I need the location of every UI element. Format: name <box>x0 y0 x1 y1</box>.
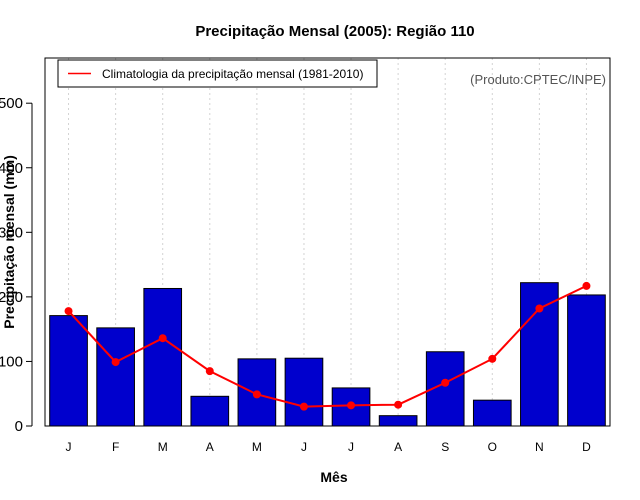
climatology-line <box>64 281 591 411</box>
x-tick-label: J <box>66 440 72 454</box>
x-tick-label: A <box>394 440 402 454</box>
x-tick-label: F <box>112 440 119 454</box>
bar <box>190 395 230 427</box>
y-tick-label: 0 <box>15 418 23 435</box>
climatology-point <box>252 390 261 399</box>
bar <box>520 282 559 427</box>
bar <box>284 357 324 427</box>
chart-title: Precipitação Mensal (2005): Região 110 <box>195 23 474 40</box>
y-tick-label: 400 <box>0 160 23 177</box>
climatology-point <box>488 354 497 363</box>
legend: Climatologia da precipitação mensal (198… <box>57 59 378 88</box>
y-tick-label: 500 <box>0 95 23 112</box>
bar <box>567 294 606 427</box>
climatology-point <box>394 400 403 409</box>
x-tick-label: O <box>488 440 497 454</box>
x-tick-label: M <box>252 440 262 454</box>
climatology-point <box>64 307 73 316</box>
climatology-point <box>441 378 450 387</box>
bar <box>472 399 512 427</box>
climatology-point <box>111 358 120 367</box>
bars <box>49 282 606 427</box>
x-tick-label: S <box>441 440 449 454</box>
x-tick-label: M <box>158 440 168 454</box>
bar <box>143 287 183 427</box>
x-tick-label: J <box>348 440 354 454</box>
climatology-point <box>299 402 308 411</box>
product-credit: (Produto:CPTEC/INPE) <box>470 72 606 87</box>
climatology-point <box>535 304 544 313</box>
climatology-point <box>158 334 167 343</box>
x-tick-label: D <box>582 440 591 454</box>
legend-entry-label: Climatologia da precipitação mensal (198… <box>102 67 363 81</box>
y-axis-title: Precipitação mensal (mm) <box>1 155 17 329</box>
bar <box>49 315 88 427</box>
climatology-point <box>205 367 214 376</box>
y-tick-label: 100 <box>0 353 23 370</box>
x-axis-title: Mês <box>320 469 347 485</box>
x-tick-label: J <box>301 440 307 454</box>
legend-box <box>57 59 378 88</box>
climatology-point <box>582 281 591 290</box>
climatology-point <box>347 401 356 410</box>
x-tick-label: N <box>535 440 544 454</box>
y-tick-label: 200 <box>0 289 23 306</box>
bar <box>378 415 418 427</box>
plot-frame <box>44 57 611 427</box>
climatology-series-line <box>67 285 587 408</box>
y-axis: 0 100 200 300 400 500 <box>0 95 33 435</box>
x-tick-label: A <box>206 440 214 454</box>
y-tick-label: 300 <box>0 224 23 241</box>
bar <box>96 327 135 427</box>
